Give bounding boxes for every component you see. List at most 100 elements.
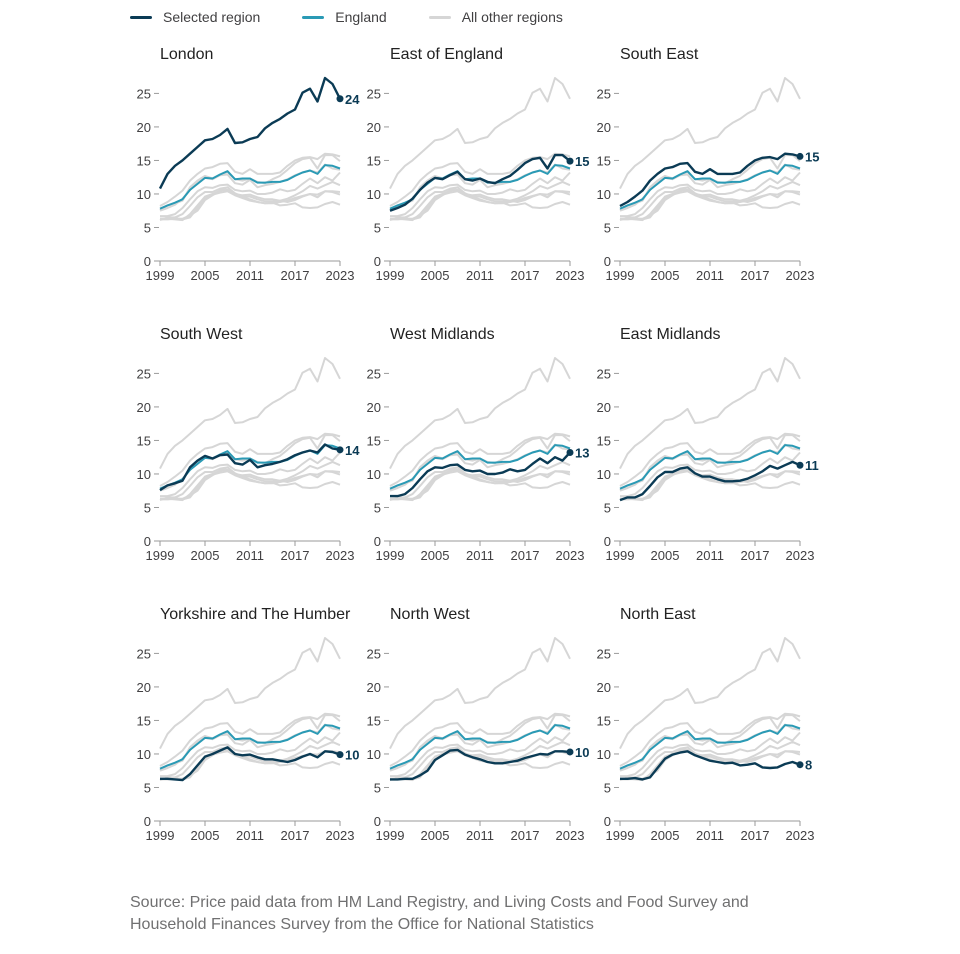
- series-line-other-region: [160, 188, 341, 221]
- panel-0: London 0 5 10 15 20 25 1999 2005 2011 2017 2023 24: [137, 46, 361, 283]
- series-line-other-region: [620, 171, 801, 218]
- series-line-other-region: [390, 731, 571, 778]
- series-line-selected: [389, 153, 571, 212]
- y-tick-label: 5: [144, 220, 151, 235]
- x-tick-label: 2023: [786, 828, 815, 843]
- x-tick-label: 2023: [556, 548, 585, 563]
- series-line-other-region: [389, 77, 571, 190]
- series-line-other-region: [389, 740, 571, 782]
- panel-title: South West: [160, 326, 243, 343]
- series-line-other-region: [159, 357, 341, 470]
- x-tick-label: 2023: [786, 548, 815, 563]
- series-line-other-region: [160, 731, 341, 778]
- y-tick-label: 25: [367, 86, 381, 101]
- legend-item: England: [302, 9, 387, 25]
- y-tick-label: 25: [597, 366, 611, 381]
- series-line-other-region: [159, 460, 341, 502]
- end-point: [336, 751, 344, 759]
- x-tick-label: 2023: [326, 268, 355, 283]
- x-tick-label: 2023: [556, 268, 585, 283]
- end-point: [796, 461, 804, 469]
- series-line-england: [619, 444, 801, 490]
- y-tick-label: 0: [604, 534, 611, 549]
- x-tick-label: 2011: [466, 548, 494, 563]
- y-tick-label: 0: [374, 814, 381, 829]
- series-line-other-region: [620, 470, 801, 501]
- x-tick-label: 1999: [146, 828, 175, 843]
- x-tick-label: 2017: [281, 268, 310, 283]
- y-tick-label: 20: [597, 120, 611, 135]
- x-tick-label: 2023: [556, 828, 585, 843]
- y-tick-label: 10: [597, 467, 611, 482]
- x-tick-label: 1999: [376, 828, 405, 843]
- y-tick-label: 0: [144, 534, 151, 549]
- series-line-other-region: [389, 637, 571, 750]
- y-tick-label: 0: [374, 254, 381, 269]
- panel-title: North East: [620, 606, 696, 623]
- y-tick-label: 0: [144, 254, 151, 269]
- x-tick-label: 1999: [146, 268, 175, 283]
- x-tick-label: 2005: [191, 828, 220, 843]
- y-tick-label: 15: [367, 153, 381, 168]
- end-value-label: 24: [345, 92, 360, 107]
- y-tick-label: 10: [597, 187, 611, 202]
- x-tick-label: 2011: [466, 828, 494, 843]
- series-line-other-region: [159, 180, 341, 222]
- y-tick-label: 20: [367, 680, 381, 695]
- series-line-selected: [620, 750, 801, 781]
- y-tick-label: 15: [597, 713, 611, 728]
- source-note: Source: Price paid data from HM Land Reg…: [130, 894, 749, 933]
- y-tick-label: 25: [597, 646, 611, 661]
- end-point: [796, 152, 804, 160]
- x-tick-label: 2005: [651, 268, 680, 283]
- x-tick-label: 2005: [191, 268, 220, 283]
- x-tick-label: 2023: [326, 548, 355, 563]
- y-tick-label: 10: [367, 467, 381, 482]
- panel-title: South East: [620, 46, 699, 63]
- series-line-other-region: [389, 460, 571, 502]
- legend-item: Selected region: [130, 9, 260, 25]
- series-line-other-region: [619, 77, 801, 190]
- legend-swatch: [302, 15, 325, 19]
- y-tick-label: 20: [137, 120, 151, 135]
- series-line-other-region: [620, 451, 801, 498]
- series-line-england: [619, 164, 801, 210]
- legend-label: England: [335, 9, 387, 25]
- series-line-other-region: [619, 712, 801, 767]
- legend-label: All other regions: [461, 9, 563, 25]
- x-tick-label: 2011: [236, 268, 264, 283]
- series-line-other-region: [390, 750, 571, 781]
- x-tick-label: 2017: [511, 828, 540, 843]
- series-line-selected: [390, 748, 571, 781]
- y-tick-label: 10: [137, 187, 151, 202]
- series-line-other-region: [160, 190, 341, 221]
- y-tick-label: 20: [367, 120, 381, 135]
- series-line-other-region: [619, 740, 801, 782]
- x-tick-label: 2017: [511, 268, 540, 283]
- end-point: [336, 95, 344, 103]
- panel-title: East Midlands: [620, 326, 721, 343]
- x-tick-label: 1999: [376, 548, 405, 563]
- series-line-other-region: [620, 748, 801, 781]
- legend-swatch: [428, 15, 451, 19]
- series-line-other-region: [389, 712, 571, 767]
- series-line-other-region: [390, 171, 571, 218]
- series-line-selected: [159, 443, 341, 492]
- y-tick-label: 20: [597, 680, 611, 695]
- panel-5: East Midlands 0 5 10 15 20 25 1999 2005 2011 2017 2…: [597, 326, 819, 563]
- y-tick-label: 20: [137, 400, 151, 415]
- x-tick-label: 2017: [281, 828, 310, 843]
- y-tick-label: 20: [597, 400, 611, 415]
- y-tick-label: 5: [144, 500, 151, 515]
- x-tick-label: 2017: [741, 268, 770, 283]
- legend-swatch: [130, 15, 152, 19]
- y-tick-label: 15: [597, 433, 611, 448]
- series-line-other-region: [619, 357, 801, 470]
- x-tick-label: 1999: [606, 268, 635, 283]
- end-value-label: 10: [575, 745, 589, 760]
- panel-title: North West: [390, 606, 470, 623]
- y-tick-label: 15: [137, 153, 151, 168]
- panel-6: Yorkshire and The Humber 0 5 10 15 20 25 1999 20…: [137, 606, 360, 843]
- y-tick-label: 0: [144, 814, 151, 829]
- y-tick-label: 20: [367, 400, 381, 415]
